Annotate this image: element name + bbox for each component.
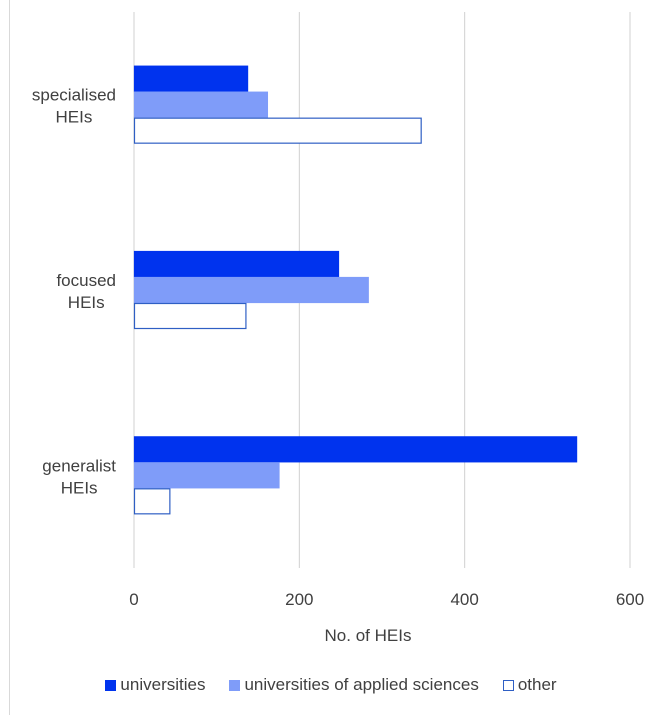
category-label: generalist HEIs <box>42 456 116 497</box>
legend-label: universities of applied sciences <box>244 675 479 694</box>
category-label: specialised HEIs <box>32 86 116 127</box>
bar-universities-focused <box>133 250 340 278</box>
category-label-line1: focused <box>56 271 116 290</box>
bars <box>133 65 578 515</box>
bar-universities-of-applied-sciences-generalist <box>133 462 280 489</box>
bar-universities-of-applied-sciences-specialised <box>133 91 269 118</box>
legend-item: other <box>502 675 557 695</box>
bar-universities-specialised <box>133 65 249 92</box>
legend: universities universities of applied scie… <box>0 672 662 698</box>
category-label-line1: specialised <box>32 86 116 105</box>
bar-universities-of-applied-sciences-focused <box>133 276 369 304</box>
category-label: focused HEIs <box>56 271 116 312</box>
bar-other-specialised <box>133 117 422 144</box>
x-tick-label: 400 <box>450 590 478 609</box>
bar-other-generalist <box>133 488 171 515</box>
legend-swatch <box>229 679 241 691</box>
x-tick-label: 0 <box>129 590 138 609</box>
legend-swatch <box>502 679 514 691</box>
legend-swatch <box>105 679 117 691</box>
legend-label: universities <box>120 675 206 694</box>
category-label-line2: HEIs <box>61 478 98 497</box>
legend-label: other <box>517 675 557 694</box>
category-label-line2: HEIs <box>68 293 105 312</box>
category-label-line1: generalist <box>42 456 116 475</box>
x-tick-labels: 0 200 400 600 <box>129 590 644 609</box>
x-tick-label: 200 <box>285 590 313 609</box>
x-tick-label: 600 <box>616 590 644 609</box>
legend-item: universities <box>105 675 205 695</box>
legend-item: universities of applied sciences <box>229 675 479 695</box>
x-axis-title: No. of HEIs <box>325 626 412 645</box>
bar-universities-generalist <box>133 436 578 463</box>
category-labels: specialised HEIs focused HEIs generalist HEIs <box>32 86 116 498</box>
chart-frame-border <box>9 0 10 715</box>
bar-other-focused <box>133 302 247 330</box>
category-label-line2: HEIs <box>56 108 93 127</box>
